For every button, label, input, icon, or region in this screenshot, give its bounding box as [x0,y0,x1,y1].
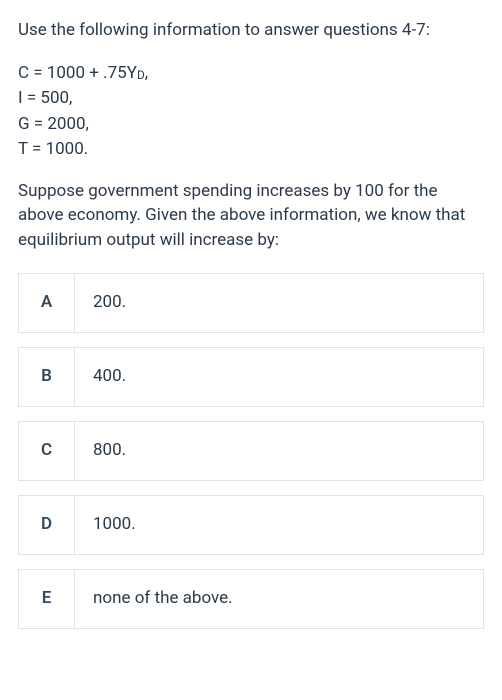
equations-block: C = 1000 + .75YD, I = 500, G = 2000, T =… [18,61,484,163]
option-c[interactable]: C 800. [18,421,484,481]
option-letter: E [19,570,75,628]
options-list: A 200. B 400. C 800. D 1000. E none of t… [18,273,484,629]
question-text: Suppose government spending increases by… [18,179,484,253]
option-e[interactable]: E none of the above. [18,569,484,629]
equation-c-subscript: D [137,68,145,82]
option-letter: B [19,348,75,406]
option-a[interactable]: A 200. [18,273,484,333]
equation-c-pre: C = 1000 + .75Y [18,63,137,83]
equation-g: G = 2000, [18,112,484,138]
option-letter: C [19,422,75,480]
intro-text: Use the following information to answer … [18,18,484,43]
option-text: none of the above. [75,570,483,628]
equation-i: I = 500, [18,86,484,112]
option-letter: A [19,274,75,332]
option-text: 200. [75,274,483,332]
option-text: 1000. [75,496,483,554]
option-b[interactable]: B 400. [18,347,484,407]
option-letter: D [19,496,75,554]
option-d[interactable]: D 1000. [18,495,484,555]
equation-t: T = 1000. [18,137,484,163]
equation-c-post: , [145,63,148,83]
option-text: 400. [75,348,483,406]
equation-c: C = 1000 + .75YD, [18,61,484,87]
option-text: 800. [75,422,483,480]
